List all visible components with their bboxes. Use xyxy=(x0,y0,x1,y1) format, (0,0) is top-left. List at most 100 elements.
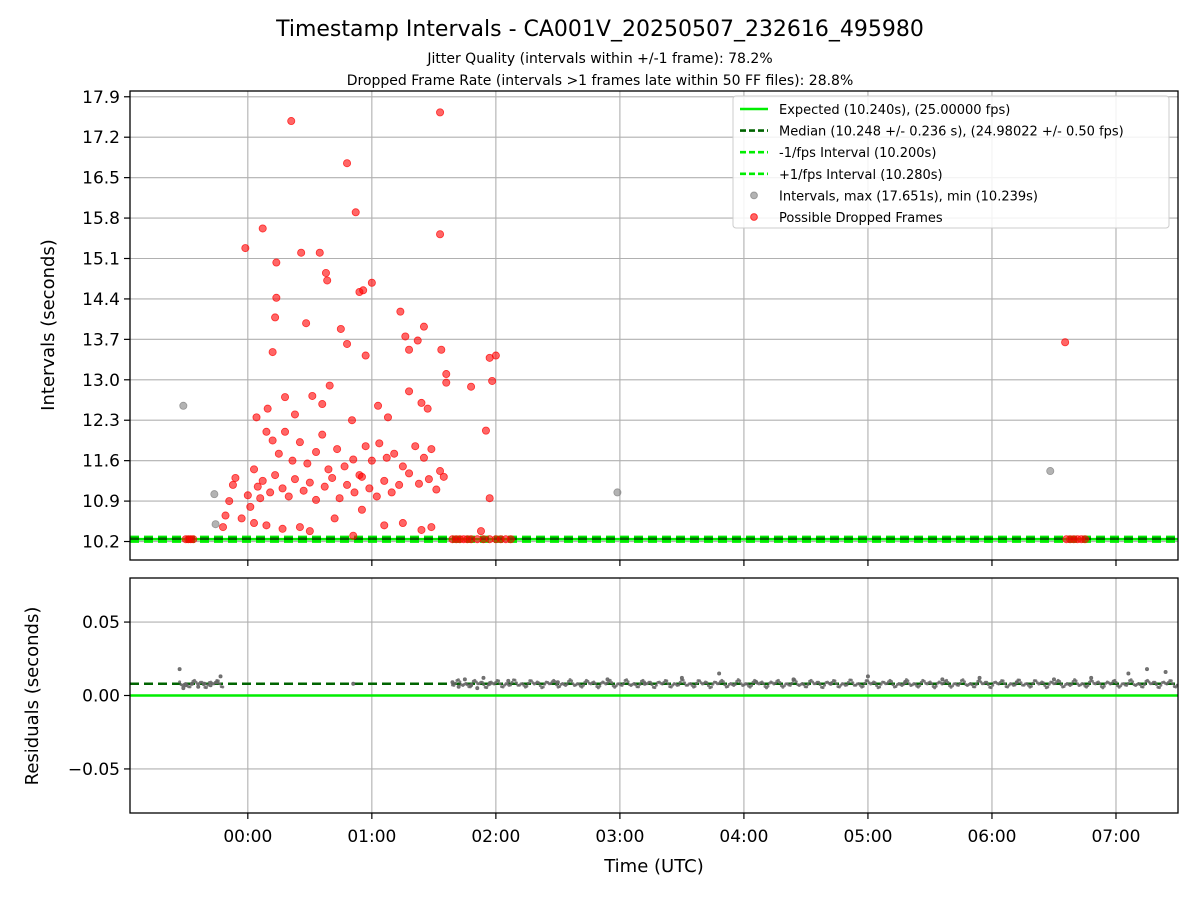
residual-point xyxy=(558,684,562,688)
chart-legend: Expected (10.240s), (25.00000 fps) Median… xyxy=(732,95,1170,229)
residual-point xyxy=(650,683,654,687)
dropped-frame-point xyxy=(367,278,376,287)
residual-point xyxy=(608,678,612,682)
dropped-frame-point xyxy=(281,427,290,436)
residual-point xyxy=(1154,683,1158,687)
residual-point xyxy=(706,684,710,688)
residual-point xyxy=(766,684,770,688)
residual-point xyxy=(204,686,208,690)
residual-point xyxy=(890,680,894,684)
dropped-frame-point xyxy=(250,465,259,474)
y-tick-label: 14.4 xyxy=(82,290,120,310)
dropped-frame-point xyxy=(243,491,252,500)
residual-point xyxy=(453,681,457,685)
dropped-frame-point xyxy=(297,248,306,257)
residual-point xyxy=(723,683,727,687)
residual-point xyxy=(773,681,777,685)
residual-point xyxy=(181,686,186,691)
dropped-frame-point xyxy=(284,492,293,501)
residual-point xyxy=(1047,682,1051,686)
dropped-frame-point xyxy=(357,472,366,481)
dropped-frame-point xyxy=(423,404,432,413)
residual-point xyxy=(218,674,223,679)
dropped-frame-point xyxy=(288,456,297,465)
residual-point xyxy=(1031,681,1035,685)
y-tick-label: 10.9 xyxy=(82,492,120,512)
y-tick-label: 15.1 xyxy=(82,250,120,270)
residual-point xyxy=(918,683,922,687)
dropped-frame-point xyxy=(349,531,358,540)
legend-box xyxy=(732,95,1170,229)
dropped-frame-point xyxy=(272,293,281,302)
dropped-frame-point xyxy=(437,345,446,354)
dropped-frame-point xyxy=(380,521,389,530)
residual-point xyxy=(514,681,518,685)
residual-point xyxy=(901,682,905,686)
residual-point xyxy=(1043,684,1047,688)
residual-point xyxy=(717,671,722,676)
dropped-frame-point xyxy=(375,439,384,448)
dropped-frame-point xyxy=(271,313,280,322)
residual-point xyxy=(526,681,530,685)
dropped-frame-point xyxy=(1061,338,1070,347)
residual-point xyxy=(958,681,962,685)
dropped-frame-point xyxy=(312,447,321,456)
dropped-frame-point xyxy=(383,413,392,422)
residual-point xyxy=(863,681,867,685)
residual-point xyxy=(486,683,490,687)
dropped-frame-point xyxy=(295,523,304,532)
dropped-frame-point xyxy=(268,436,277,445)
residual-point xyxy=(861,684,865,688)
residual-point xyxy=(879,682,883,686)
residual-point xyxy=(1086,683,1090,687)
residual-point xyxy=(510,680,514,684)
residual-point xyxy=(794,680,798,684)
residual-point xyxy=(793,678,797,682)
dropped-frame-point xyxy=(336,324,345,333)
residual-point xyxy=(468,685,472,689)
y-tick-label: 0.00 xyxy=(82,687,120,707)
residual-point xyxy=(1126,671,1131,676)
dropped-frame-point xyxy=(315,248,324,257)
residual-point xyxy=(462,677,467,682)
dropped-frame-point xyxy=(467,382,476,391)
dropped-frame-point xyxy=(258,224,267,233)
residual-point xyxy=(693,684,697,688)
residual-point xyxy=(1163,670,1168,675)
residual-point xyxy=(1046,685,1050,689)
residual-point xyxy=(845,683,849,687)
dropped-frame-point xyxy=(225,497,234,506)
dropped-frame-point xyxy=(343,480,352,489)
dropped-frame-point xyxy=(318,430,327,439)
residual-point xyxy=(506,678,511,683)
residual-point xyxy=(1017,678,1021,682)
residual-point xyxy=(450,680,455,685)
residual-point xyxy=(818,683,822,687)
residual-point xyxy=(805,685,809,689)
dropped-frame-point xyxy=(287,117,296,126)
residual-point xyxy=(705,681,709,685)
residual-point xyxy=(849,678,853,682)
residual-point xyxy=(498,682,502,686)
residual-point xyxy=(188,685,192,689)
dropped-frame-point xyxy=(372,492,381,501)
residual-point xyxy=(481,675,486,680)
dropped-frame-point xyxy=(274,449,283,458)
residual-point xyxy=(1015,680,1019,684)
dropped-frame-point xyxy=(219,523,228,532)
residual-point xyxy=(1131,680,1135,684)
dropped-frame-point xyxy=(387,488,396,497)
residual-point xyxy=(1126,681,1130,685)
residual-point xyxy=(865,674,870,679)
dropped-frame-point xyxy=(405,387,414,396)
legend-label-minus_one: -1/fps Interval (10.200s) xyxy=(779,146,936,161)
residual-point xyxy=(678,680,682,684)
y-tick-label: 0.05 xyxy=(82,613,120,633)
dropped-frame-point xyxy=(361,442,370,451)
dropped-frame-point xyxy=(290,410,299,419)
residual-point xyxy=(1169,679,1173,683)
residual-point xyxy=(565,682,569,686)
residual-point xyxy=(762,682,766,686)
dropped-frame-point xyxy=(343,159,352,168)
dropped-frame-point xyxy=(308,391,317,400)
